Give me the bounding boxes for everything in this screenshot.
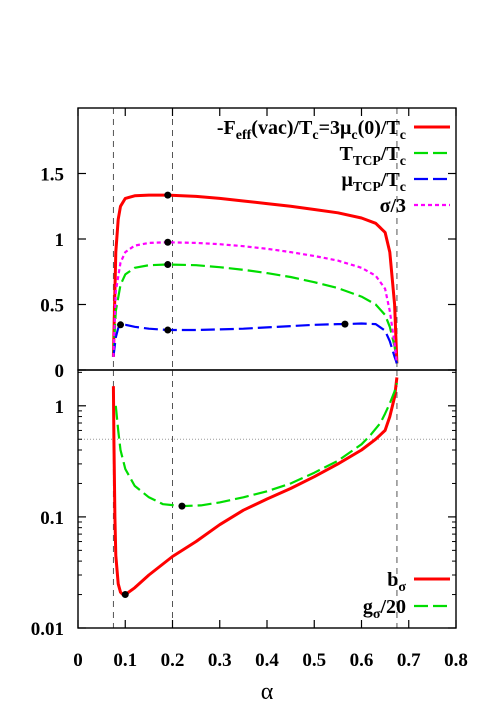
- top-legend-text-part: μ: [342, 169, 354, 191]
- x-tick-label: 0: [73, 650, 83, 671]
- top-legend-text-part: c: [351, 128, 357, 143]
- bottom-legend-text-part: g: [363, 596, 373, 618]
- top-ytick-label: 0: [55, 361, 65, 382]
- top-marker: [341, 320, 349, 328]
- top-legend-text-part: =3μ: [319, 117, 352, 139]
- top-legend-label: μTCP/Tc: [342, 169, 406, 195]
- x-tick-label: 0.6: [350, 650, 374, 671]
- top-series-2: [112, 322, 398, 364]
- bottom-marker: [121, 591, 129, 599]
- top-marker: [164, 326, 172, 334]
- top-legend-text-part: eff: [236, 128, 252, 143]
- x-tick-label: 0.4: [255, 650, 279, 671]
- bottom-marker: [178, 502, 186, 510]
- bottom-ytick-label: 1: [55, 397, 65, 418]
- top-marker: [164, 261, 172, 269]
- top-series-1: [112, 263, 398, 364]
- top-legend-text-part: /T: [380, 169, 401, 191]
- x-tick-label: 0.5: [302, 650, 326, 671]
- top-legend-text-part: (0)/T: [358, 117, 401, 139]
- top-legend-text-part: TCP: [353, 154, 381, 169]
- bottom-legend-label: bσ: [387, 569, 406, 595]
- top-legend-text-part: TCP: [353, 180, 381, 195]
- top-legend-text-part: c: [312, 128, 318, 143]
- bottom-legend-text-part: b: [387, 569, 398, 591]
- top-ytick-label: 1.5: [40, 165, 64, 186]
- x-tick-label: 0.1: [113, 650, 137, 671]
- top-legend-label: σ/3: [380, 195, 406, 217]
- top-legend-text-part: (vac)/T: [251, 117, 313, 139]
- top-ytick-label: 0.5: [40, 296, 64, 317]
- top-legend-text-part: /T: [380, 143, 401, 165]
- top-legend-text-part: σ/3: [380, 195, 406, 217]
- top-marker: [164, 238, 172, 246]
- top-ytick-label: 1: [55, 230, 65, 251]
- top-legend-label: -Feff(vac)/Tc=3μc(0)/Tc: [217, 117, 406, 143]
- top-series-3: [112, 241, 398, 364]
- x-axis-label: α: [261, 679, 274, 704]
- bottom-legend-label: gσ/20: [363, 596, 406, 622]
- x-tick-label: 0.8: [444, 650, 468, 671]
- top-legend-text-part: c: [400, 128, 406, 143]
- top-legend-label: TTCP/Tc: [340, 143, 406, 169]
- top-legend-text-part: T: [340, 143, 354, 165]
- bottom-ytick-label: 0.01: [31, 619, 64, 640]
- top-legend-text-part: c: [400, 180, 406, 195]
- bottom-series-0: [111, 377, 399, 597]
- bottom-series-1: [114, 382, 398, 508]
- bottom-legend-text-part: σ: [398, 580, 406, 595]
- x-tick-label: 0.7: [397, 650, 421, 671]
- top-panel-plot: 00.511.5-Feff(vac)/Tc=3μc(0)/TcTTCP/TcμT…: [40, 107, 457, 382]
- top-marker: [164, 191, 172, 199]
- bottom-panel-plot: 0.010.110 0.1 0.2 0.3 0.4 0.5 0.6 0.7 0.8αbσgσ/2…: [31, 369, 468, 704]
- top-series-0: [111, 193, 399, 364]
- bottom-legend-text-part: /20: [379, 596, 406, 618]
- x-tick-label: 0.2: [161, 650, 185, 671]
- bottom-legend-text-part: σ: [373, 607, 381, 622]
- bottom-ytick-label: 0.1: [40, 508, 64, 529]
- top-marker: [117, 321, 125, 329]
- top-legend-text-part: c: [400, 154, 406, 169]
- top-legend-text-part: -F: [217, 117, 236, 139]
- x-tick-label: 0.3: [208, 650, 232, 671]
